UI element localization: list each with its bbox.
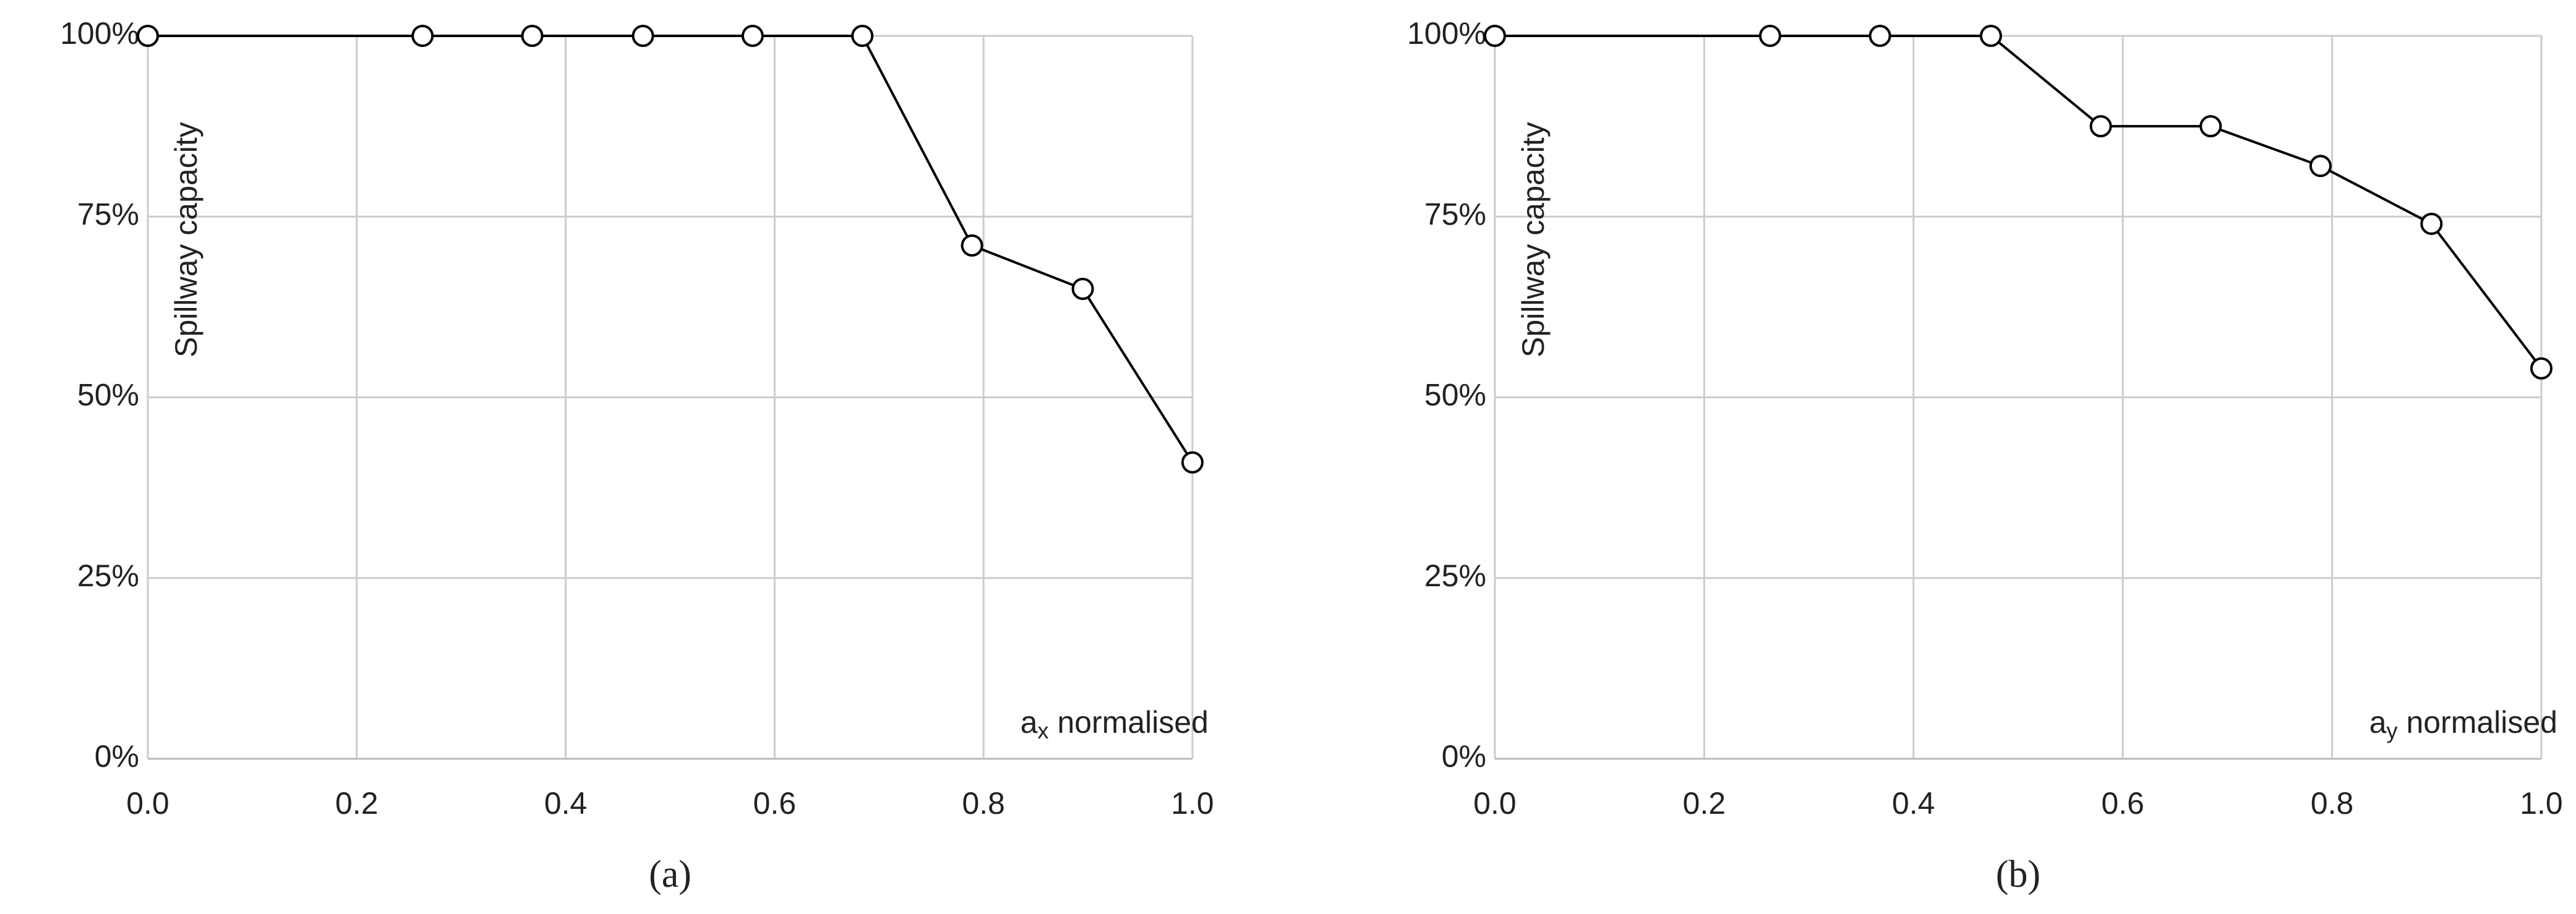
- chart-panel: 0% 25% 50% 75% 100% 0.0 0.2 0.4 0.6 0.8 1.0 Spillwa…: [60, 16, 1214, 895]
- data-point: [961, 234, 983, 257]
- y-tick-label: 50%: [1424, 378, 1486, 412]
- data-point: [1181, 451, 1204, 474]
- data-point: [1071, 278, 1094, 301]
- y-axis-label: Spillway capacity: [1516, 122, 1551, 357]
- x-tick-label: 0.2: [1683, 786, 1726, 821]
- y-tick-label: 0%: [1442, 739, 1486, 774]
- data-point: [411, 25, 434, 47]
- data-point: [2309, 155, 2332, 177]
- y-tick-label: 25%: [77, 558, 139, 593]
- data-point: [1980, 25, 2003, 47]
- x-tick-label: 0.8: [962, 786, 1005, 821]
- x-label-sub: y: [2387, 718, 2398, 743]
- x-tick-label: 0.4: [544, 786, 588, 821]
- data-point: [1484, 25, 1506, 47]
- y-axis-label: Spillway capacity: [169, 122, 203, 357]
- x-tick-label: 0.4: [1892, 786, 1935, 821]
- series-line: [148, 35, 1194, 463]
- data-point: [2199, 115, 2222, 138]
- x-tick-label: 0.6: [2101, 786, 2144, 821]
- x-tick-label: 0.2: [335, 786, 379, 821]
- panel-label: (a): [649, 853, 691, 895]
- panel-label: (b): [1996, 853, 2040, 895]
- x-tick-label: 0.8: [2311, 786, 2354, 821]
- y-tick-label: 50%: [77, 378, 139, 412]
- data-point: [1868, 25, 1891, 47]
- x-label-rest: normalised: [1049, 705, 1209, 740]
- x-label-base: a: [2369, 705, 2387, 740]
- y-tick-label: 75%: [77, 197, 139, 231]
- x-tick-label: 1.0: [1171, 786, 1214, 821]
- x-axis-label: ay normalised: [2369, 705, 2557, 743]
- chart-panel: 0% 25% 50% 75% 100% 0.0 0.2 0.4 0.6 0.8 1.0 Spillwa…: [1407, 16, 2563, 895]
- x-label-base: a: [1021, 705, 1038, 740]
- data-point: [2530, 357, 2552, 380]
- y-tick-label: 0%: [95, 739, 139, 774]
- x-tick-label: 0.6: [753, 786, 797, 821]
- data-point: [137, 25, 159, 47]
- x-axis-label: ax normalised: [1021, 705, 1209, 743]
- data-point: [631, 25, 654, 47]
- y-tick-label: 25%: [1424, 558, 1486, 593]
- data-point: [2089, 115, 2112, 138]
- x-tick-label: 0.0: [126, 786, 169, 821]
- data-point: [851, 25, 874, 47]
- y-tick-label: 100%: [60, 16, 139, 51]
- y-tick-label: 100%: [1407, 16, 1486, 51]
- data-point: [1758, 25, 1781, 47]
- data-point: [521, 25, 544, 47]
- x-label-sub: x: [1038, 718, 1049, 743]
- y-tick-label: 75%: [1424, 197, 1486, 231]
- data-point: [2420, 212, 2443, 235]
- x-tick-label: 0.0: [1473, 786, 1517, 821]
- data-point: [741, 25, 764, 47]
- x-tick-label: 1.0: [2520, 786, 2563, 821]
- series-line: [1495, 35, 2543, 369]
- x-label-rest: normalised: [2398, 705, 2557, 740]
